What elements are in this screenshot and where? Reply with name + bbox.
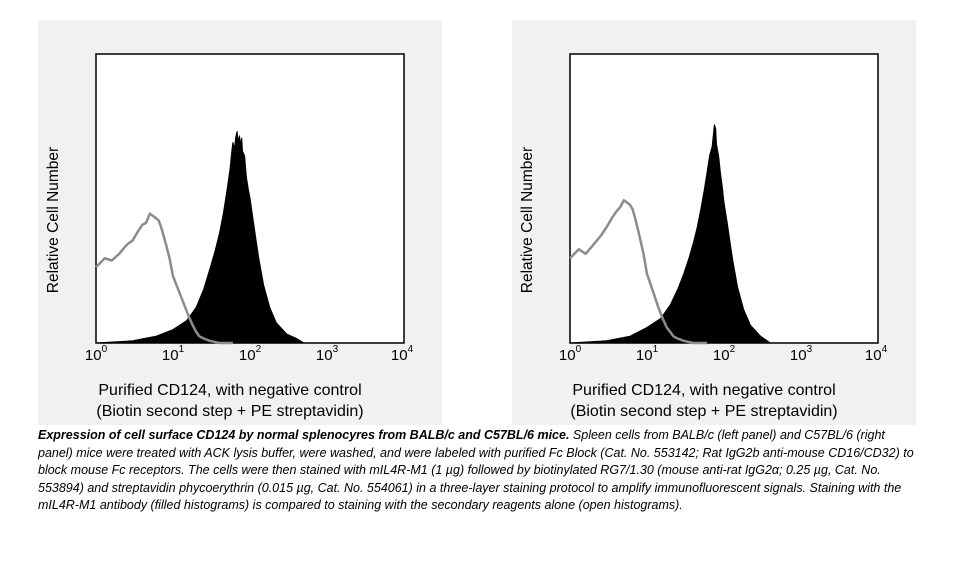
x-axis-title: Purified CD124, with negative control (B… <box>38 380 422 422</box>
x-tick-label-2: 102 <box>712 344 736 364</box>
filled-histogram <box>569 124 773 344</box>
x-tick-label-4: 104 <box>390 344 414 364</box>
x-axis-title-line2: (Biotin second step + PE streptavidin) <box>96 403 364 420</box>
x-tick-label-3: 103 <box>315 344 339 364</box>
x-tick-label-2: 102 <box>238 344 262 364</box>
open-histogram <box>95 212 233 345</box>
histogram-plot-right <box>569 53 879 345</box>
x-tick-label-0: 100 <box>84 344 108 364</box>
open-histogram <box>569 199 707 345</box>
x-axis-title-line1: Purified CD124, with negative control <box>572 382 836 399</box>
filled-histogram <box>95 131 306 344</box>
x-tick-label-1: 101 <box>161 344 185 364</box>
histogram-panel-left: Relative Cell Number 100 101 102 103 104… <box>38 20 442 425</box>
caption-title: Expression of cell surface CD124 by norm… <box>38 428 570 442</box>
x-axis-title-line2: (Biotin second step + PE streptavidin) <box>570 403 838 420</box>
x-tick-label-0: 100 <box>558 344 582 364</box>
x-tick-label-1: 101 <box>635 344 659 364</box>
histogram-panel-right: Relative Cell Number 100 101 102 103 104… <box>512 20 916 425</box>
caption-body: Spleen cells from BALB/c (left panel) an… <box>38 428 914 512</box>
figure-caption: Expression of cell surface CD124 by norm… <box>38 427 918 515</box>
histogram-plot-left <box>95 53 405 345</box>
x-axis-title: Purified CD124, with negative control (B… <box>512 380 896 422</box>
x-tick-label-4: 104 <box>864 344 888 364</box>
x-tick-label-3: 103 <box>789 344 813 364</box>
x-axis-title-line1: Purified CD124, with negative control <box>98 382 362 399</box>
